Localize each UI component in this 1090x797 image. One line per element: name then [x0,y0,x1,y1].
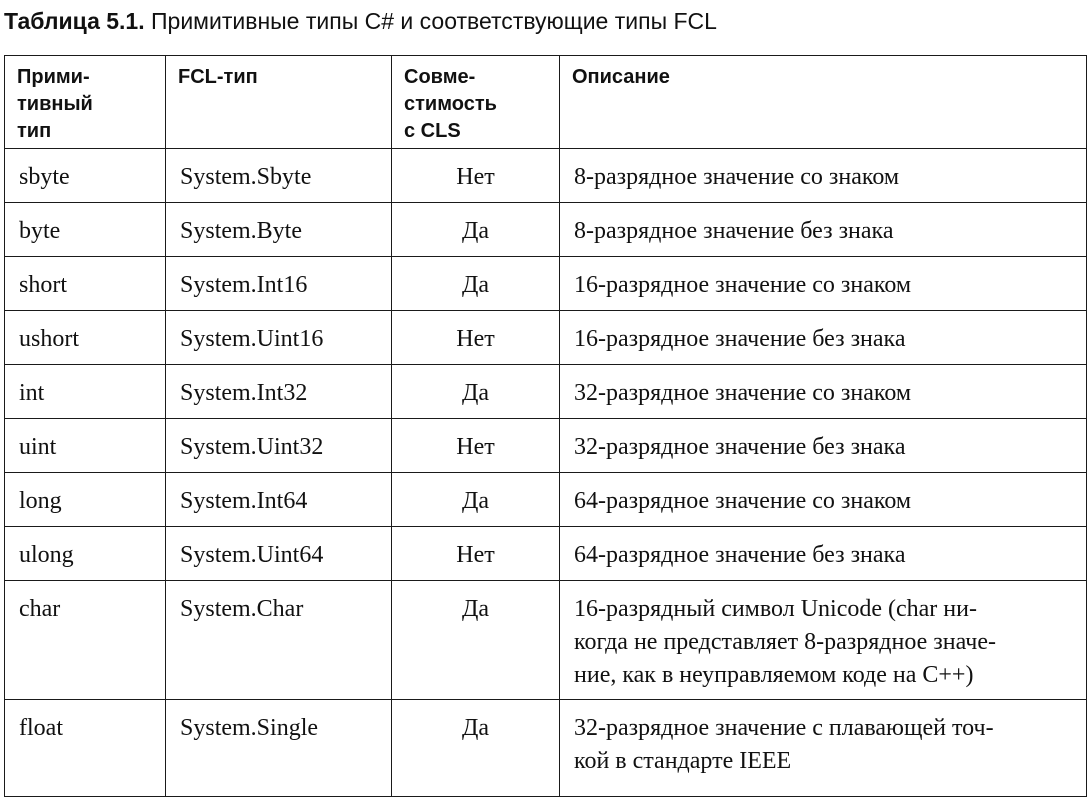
table-header-row: Прими- тивный тип FCL-тип Совме- стимост… [4,55,1087,149]
cell-cls: Нет [391,310,560,365]
cell-description: 64-разрядное значение без знака [559,526,1087,581]
cell-description: 64-разрядное значение со знаком [559,472,1087,527]
cell-cls: Да [391,364,560,419]
table-row: long System.Int64 Да 64-разрядное значен… [4,472,1087,527]
cell-description: 32-разрядное значение без знака [559,418,1087,473]
cell-cls: Да [391,699,560,797]
table-row: ulong System.Uint64 Нет 64-разрядное зна… [4,526,1087,581]
cell-fcl: System.Char [165,580,392,700]
cell-fcl: System.Single [165,699,392,797]
cell-cls: Нет [391,148,560,203]
cell-fcl: System.Uint16 [165,310,392,365]
cell-primitive: long [4,472,166,527]
cell-cls: Да [391,472,560,527]
cell-primitive: ulong [4,526,166,581]
caption-label: Таблица 5.1. [4,8,145,34]
cell-primitive: int [4,364,166,419]
cell-description: 16-разрядное значение без знака [559,310,1087,365]
cell-primitive: short [4,256,166,311]
primitive-types-table: Прими- тивный тип FCL-тип Совме- стимост… [4,55,1087,797]
header-description: Описание [559,55,1087,149]
cell-cls: Да [391,256,560,311]
cell-primitive: char [4,580,166,700]
cell-fcl: System.Int64 [165,472,392,527]
table-row: float System.Single Да 32-разрядное знач… [4,699,1087,797]
table-row: int System.Int32 Да 32-разрядное значени… [4,364,1087,419]
cell-cls: Нет [391,418,560,473]
cell-description: 16-разрядный символ Unicode (char ни- ко… [559,580,1087,700]
cell-description: 16-разрядное значение со знаком [559,256,1087,311]
cell-primitive: uint [4,418,166,473]
cell-description: 32-разрядное значение с плавающей точ- к… [559,699,1087,797]
table-row: byte System.Byte Да 8-разрядное значение… [4,202,1087,257]
cell-primitive: ushort [4,310,166,365]
cell-fcl: System.Int32 [165,364,392,419]
table-row: short System.Int16 Да 16-разрядное значе… [4,256,1087,311]
table-row: ushort System.Uint16 Нет 16-разрядное зн… [4,310,1087,365]
cell-fcl: System.Sbyte [165,148,392,203]
cell-fcl: System.Byte [165,202,392,257]
cell-cls: Нет [391,526,560,581]
cell-fcl: System.Uint64 [165,526,392,581]
cell-cls: Да [391,580,560,700]
cell-primitive: byte [4,202,166,257]
table-row: sbyte System.Sbyte Нет 8-разрядное значе… [4,148,1087,203]
cell-description: 32-разрядное значение со знаком [559,364,1087,419]
cell-fcl: System.Uint32 [165,418,392,473]
cell-description: 8-разрядное значение без знака [559,202,1087,257]
cell-description: 8-разрядное значение со знаком [559,148,1087,203]
cell-fcl: System.Int16 [165,256,392,311]
cell-cls: Да [391,202,560,257]
header-cls-compliance: Совме- стимость с CLS [391,55,560,149]
cell-primitive: sbyte [4,148,166,203]
header-primitive-type: Прими- тивный тип [4,55,166,149]
table-row: uint System.Uint32 Нет 32-разрядное знач… [4,418,1087,473]
header-fcl-type: FCL-тип [165,55,392,149]
cell-primitive: float [4,699,166,797]
caption-text: Примитивные типы C# и соответствующие ти… [144,8,717,34]
table-caption: Таблица 5.1. Примитивные типы C# и соотв… [4,6,717,36]
table-row: char System.Char Да 16-разрядный символ … [4,580,1087,700]
